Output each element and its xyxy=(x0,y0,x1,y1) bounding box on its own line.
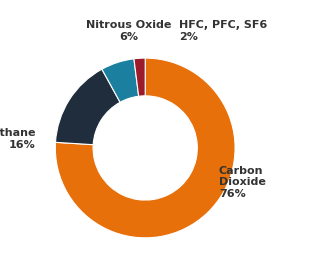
Wedge shape xyxy=(134,58,145,96)
Text: Carbon
Dioxide
76%: Carbon Dioxide 76% xyxy=(219,165,266,199)
Text: Methane
16%: Methane 16% xyxy=(0,128,36,150)
Wedge shape xyxy=(102,59,139,102)
Wedge shape xyxy=(55,69,120,145)
Wedge shape xyxy=(55,58,235,238)
Text: Nitrous Oxide
6%: Nitrous Oxide 6% xyxy=(86,20,172,42)
Text: HFC, PFC, SF6
2%: HFC, PFC, SF6 2% xyxy=(179,20,268,42)
